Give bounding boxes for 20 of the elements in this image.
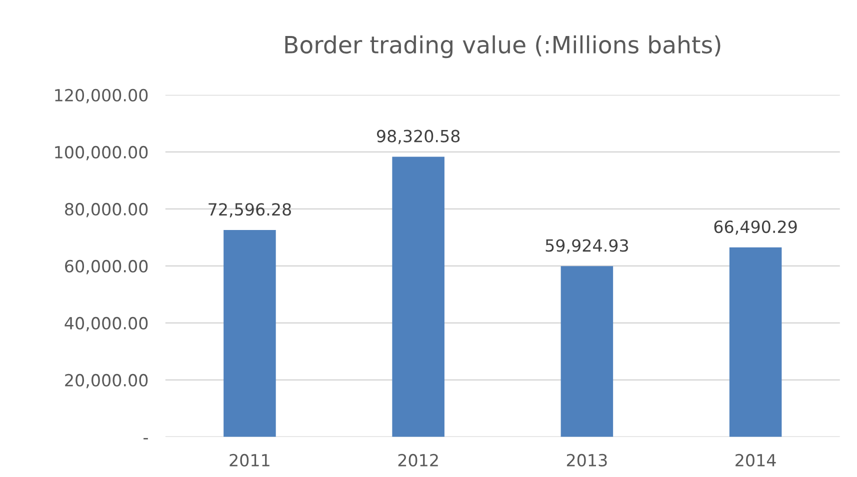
bar (560, 266, 614, 437)
data-label: 98,320.58 (376, 130, 460, 144)
y-tick-label: 20,000.00 (65, 374, 148, 388)
y-tick-label: 40,000.00 (64, 316, 148, 332)
x-tick-label: 2014 (736, 454, 776, 466)
x-tick-label: 2013 (566, 454, 607, 466)
data-label: 59,924.93 (546, 239, 628, 254)
x-tick-label: 2012 (398, 454, 438, 466)
chart-title: Border trading value (:Millions bahts) (285, 35, 720, 58)
y-tick-label: 100,000.00 (55, 146, 148, 160)
bar (392, 156, 444, 437)
bar (224, 230, 276, 437)
y-tick-label: 60,000.00 (65, 260, 148, 274)
y-tick-label: 80,000.00 (65, 202, 148, 218)
bar (729, 247, 782, 437)
y-tick-label: 120,000.00 (55, 88, 148, 104)
data-label: 66,490.29 (714, 220, 797, 235)
data-label: 72,596.28 (208, 203, 291, 218)
x-tick-label: 2011 (230, 454, 270, 466)
y-tick-label: - (144, 438, 148, 440)
